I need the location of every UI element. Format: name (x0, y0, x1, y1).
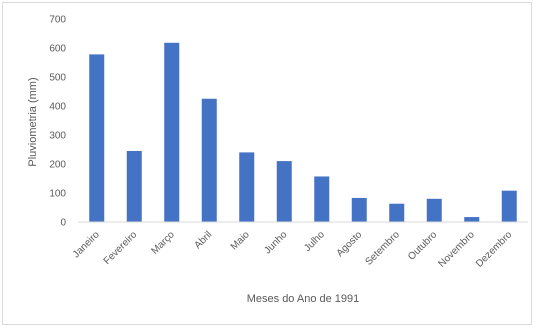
bar (164, 42, 180, 222)
x-tick-label: Maio (229, 229, 252, 252)
bar (276, 161, 292, 222)
y-tick-label: 0 (60, 218, 66, 229)
x-tick-label: Junho (262, 229, 289, 256)
x-tick-label: Abril (192, 229, 214, 251)
y-tick-label: 100 (49, 189, 66, 200)
bar (89, 54, 105, 222)
x-tick-label: Julho (302, 229, 327, 254)
x-tick-label: Novembro (436, 229, 477, 270)
y-tick-label: 300 (49, 131, 66, 142)
bar (389, 203, 405, 222)
x-tick-label: Outubro (406, 229, 440, 263)
x-tick-label: Dezembro (474, 229, 515, 270)
x-axis-title: Meses do Ano de 1991 (247, 293, 360, 305)
bars (89, 42, 517, 222)
y-tick-label: 500 (49, 73, 66, 84)
bar (501, 190, 517, 222)
bar (426, 198, 442, 222)
x-tick-label: Agosto (335, 229, 365, 259)
bar (126, 150, 142, 222)
bar (201, 98, 217, 222)
y-tick-label: 400 (49, 102, 66, 113)
bar (351, 197, 367, 222)
bar (314, 176, 330, 222)
x-axis-ticks: Janeiro Fevereiro Março Abril Maio Junho Julho… (71, 229, 515, 270)
x-tick-label: Setembro (363, 229, 402, 268)
y-axis-title: Pluviometria (mm) (27, 77, 39, 166)
bar (239, 152, 255, 222)
y-axis-ticks: 0 100 200 300 400 500 600 700 (49, 15, 66, 229)
x-tick-label: Março (149, 229, 177, 257)
bar (464, 217, 480, 222)
x-tick-label: Fevereiro (102, 229, 140, 267)
y-tick-label: 600 (49, 44, 66, 55)
y-tick-label: 200 (49, 160, 66, 171)
x-tick-label: Janeiro (71, 229, 102, 260)
y-tick-label: 700 (49, 15, 66, 26)
